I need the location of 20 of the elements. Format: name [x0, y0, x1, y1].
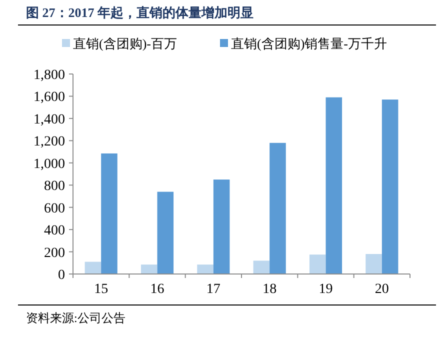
- y-tick-label: 400: [44, 224, 65, 239]
- legend-label: 直销(含团购)-百万: [73, 36, 177, 51]
- y-tick-label: 1,200: [34, 134, 65, 150]
- annotation: 资料来源:公司公告: [26, 311, 126, 325]
- y-tick-label: 800: [44, 179, 65, 194]
- x-tick-label: 19: [318, 282, 333, 297]
- title: 图 27：2017 年起，直销的体量增加明显: [26, 5, 254, 20]
- x-tick-label: 16: [150, 282, 164, 297]
- y-tick-label: 1,600: [34, 90, 65, 106]
- y-tick-label: 0: [58, 268, 65, 283]
- x-tick-label: 17: [206, 282, 220, 297]
- x-tick-label: 18: [262, 282, 277, 297]
- x-tick-label: 15: [94, 282, 108, 297]
- y-tick-label: 200: [44, 246, 65, 261]
- legend-label: 直销(含团购)销售量-万千升: [231, 36, 387, 51]
- y-tick-label: 1,000: [34, 156, 65, 172]
- y-tick-label: 1,800: [34, 68, 65, 83]
- y-tick-label: 1,400: [34, 112, 65, 128]
- x-tick-label: 20: [374, 282, 389, 297]
- y-tick-label: 600: [44, 201, 65, 216]
